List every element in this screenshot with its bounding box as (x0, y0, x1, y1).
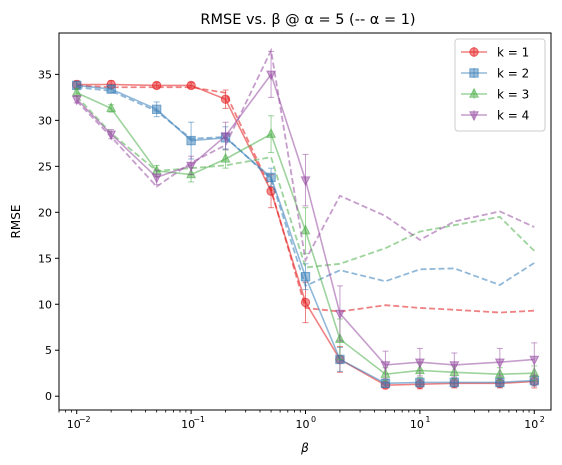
legend-entry: k = 2 (461, 67, 529, 81)
dashed-series-line (76, 47, 535, 263)
legend-entry: k = 1 (461, 46, 529, 60)
data-point (449, 377, 460, 388)
data-point (151, 80, 162, 91)
data-point (266, 70, 277, 81)
y-tick-label: 20 (38, 206, 52, 219)
y-tick-label: 35 (38, 68, 52, 81)
chart-title: RMSE vs. β @ α = 5 (-- α = 1) (200, 12, 415, 28)
legend-entry: k = 4 (461, 109, 529, 123)
data-point (106, 130, 117, 141)
y-tick-label: 10 (38, 298, 52, 311)
x-tick-exponent: 0 (311, 415, 316, 424)
legend-label: k = 2 (497, 67, 529, 81)
legend-marker (468, 87, 480, 98)
y-tick-label: 0 (45, 390, 52, 403)
data-point (414, 358, 425, 369)
data-point (151, 173, 162, 184)
legend-box (454, 38, 546, 132)
data-point (300, 271, 311, 282)
x-tick-exponent: 2 (540, 415, 545, 424)
y-tick-label: 25 (38, 160, 52, 173)
y-tick-label: 5 (45, 344, 52, 357)
data-point (220, 152, 231, 163)
series-k-4 (71, 47, 540, 380)
x-tick-label: 10 (67, 418, 81, 431)
data-point (300, 224, 311, 235)
legend: k = 1 k = 2 k = 3 k = 4 (454, 38, 546, 132)
data-point (151, 104, 162, 115)
y-tick-label: 30 (38, 114, 52, 127)
legend-marker (468, 111, 480, 122)
legend-marker (469, 47, 479, 57)
plot-area (71, 47, 540, 390)
y-axis-label: RMSE (9, 205, 23, 239)
legend-label: k = 1 (497, 46, 529, 60)
legend-entry: k = 3 (461, 88, 529, 102)
data-point (300, 297, 311, 308)
data-point (186, 135, 196, 146)
x-axis-label: β (300, 441, 309, 455)
data-point (300, 176, 311, 187)
y-tick-label: 15 (38, 252, 52, 265)
legend-marker (469, 68, 479, 78)
x-tick-exponent: 1 (425, 415, 430, 424)
legend-label: k = 4 (497, 109, 529, 123)
data-point (449, 361, 460, 372)
legend-label: k = 3 (497, 88, 529, 102)
x-tick-label: 10 (524, 418, 538, 431)
x-tick-label: 10 (410, 418, 424, 431)
x-tick-exponent: −1 (193, 415, 205, 424)
data-point (220, 132, 231, 143)
data-point (529, 355, 540, 366)
data-point (266, 127, 277, 138)
data-point (334, 309, 345, 320)
x-tick-label: 10 (181, 418, 195, 431)
data-point (106, 84, 116, 94)
x-tick-label: 10 (296, 418, 310, 431)
data-point (71, 95, 82, 106)
data-point (415, 377, 425, 388)
data-point (186, 161, 197, 172)
data-point (380, 361, 391, 372)
x-tick-exponent: −2 (79, 415, 91, 424)
data-point (186, 80, 196, 91)
plot-frame (58, 32, 552, 411)
data-point (494, 358, 505, 369)
data-point (106, 102, 117, 113)
data-point (220, 94, 231, 104)
data-point (266, 172, 276, 183)
